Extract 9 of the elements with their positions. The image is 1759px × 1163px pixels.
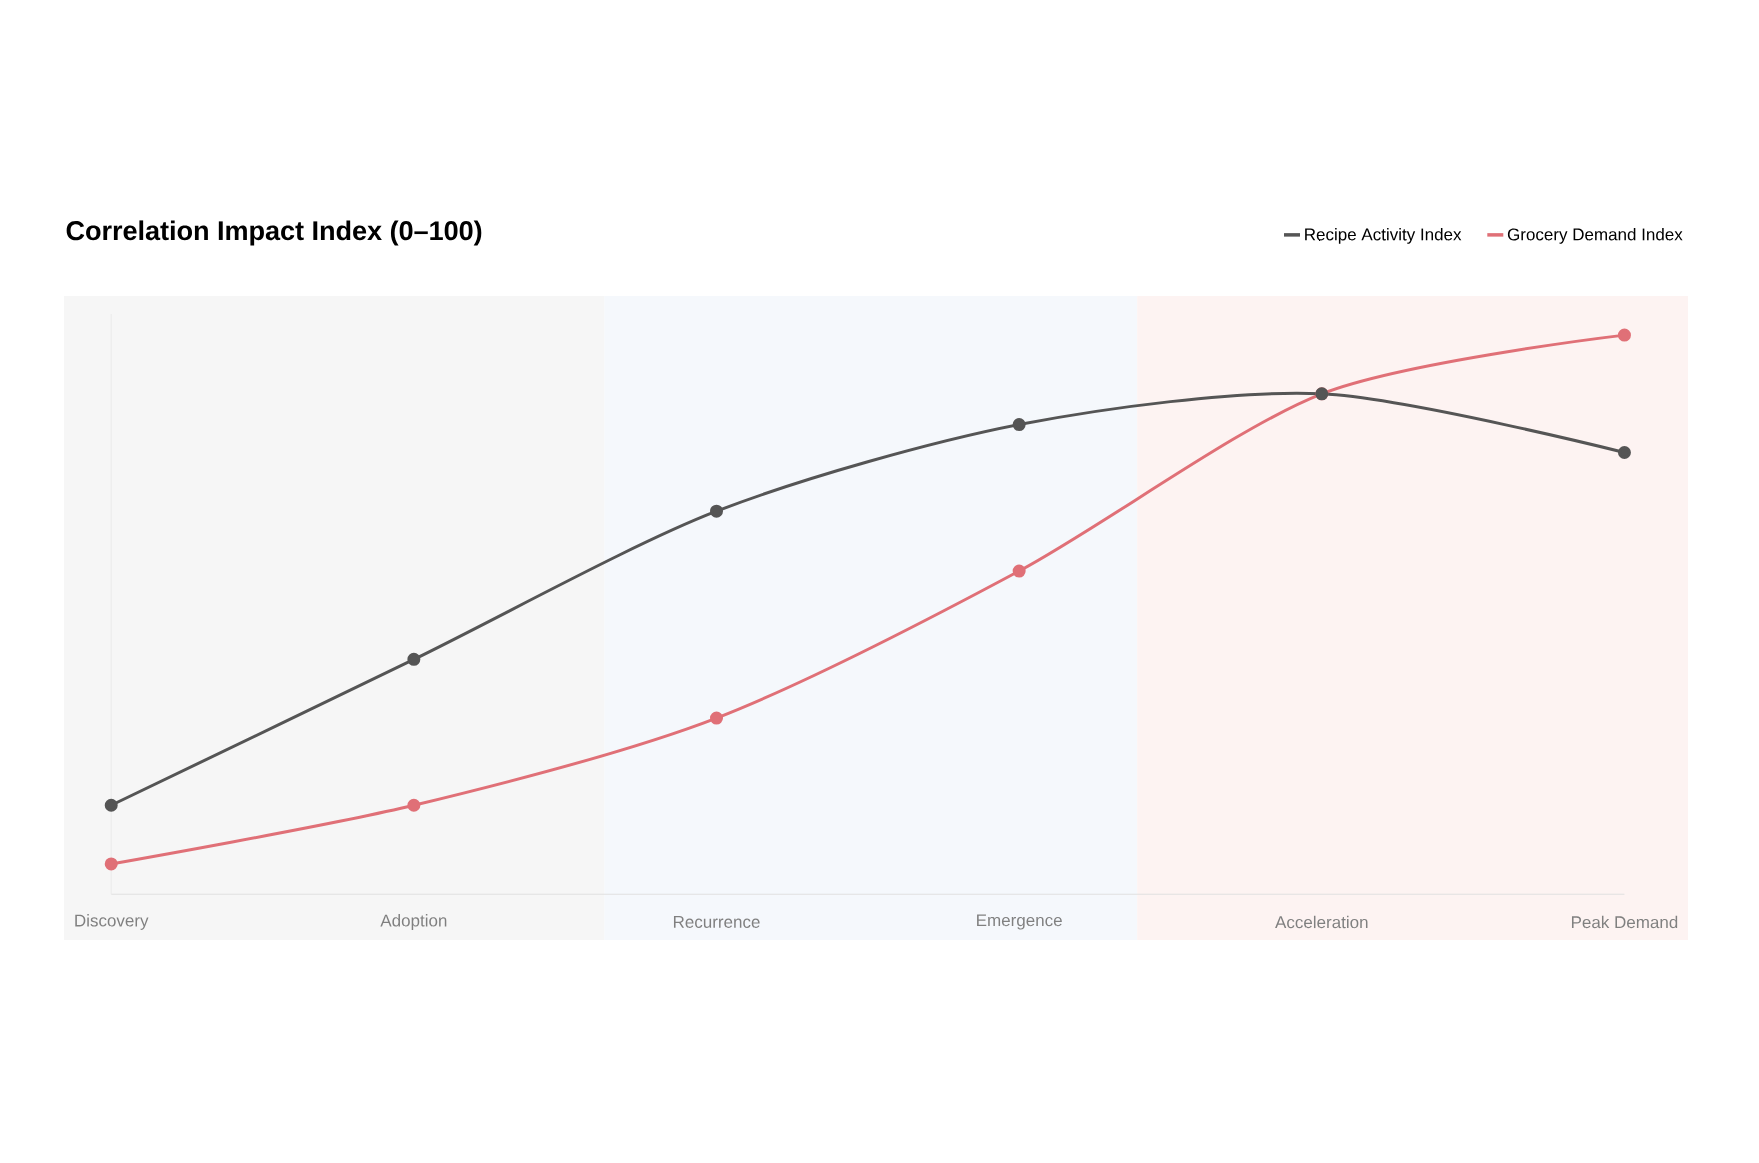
legend-label: Recipe Activity Index (1305, 227, 1462, 244)
x-tick-label: Discovery (75, 914, 149, 930)
x-tick-label: Adoption (380, 914, 447, 930)
x-tick-label: Emergence (977, 914, 1062, 930)
chart-title: Correlation Impact Index (0–100) (66, 220, 482, 246)
x-tick-label: Peak Demand (1571, 915, 1678, 929)
legend-label: Grocery Demand Index (1507, 227, 1683, 244)
x-tick-label: Recurrence (673, 916, 760, 928)
x-tick-label: Acceleration (1275, 915, 1368, 929)
